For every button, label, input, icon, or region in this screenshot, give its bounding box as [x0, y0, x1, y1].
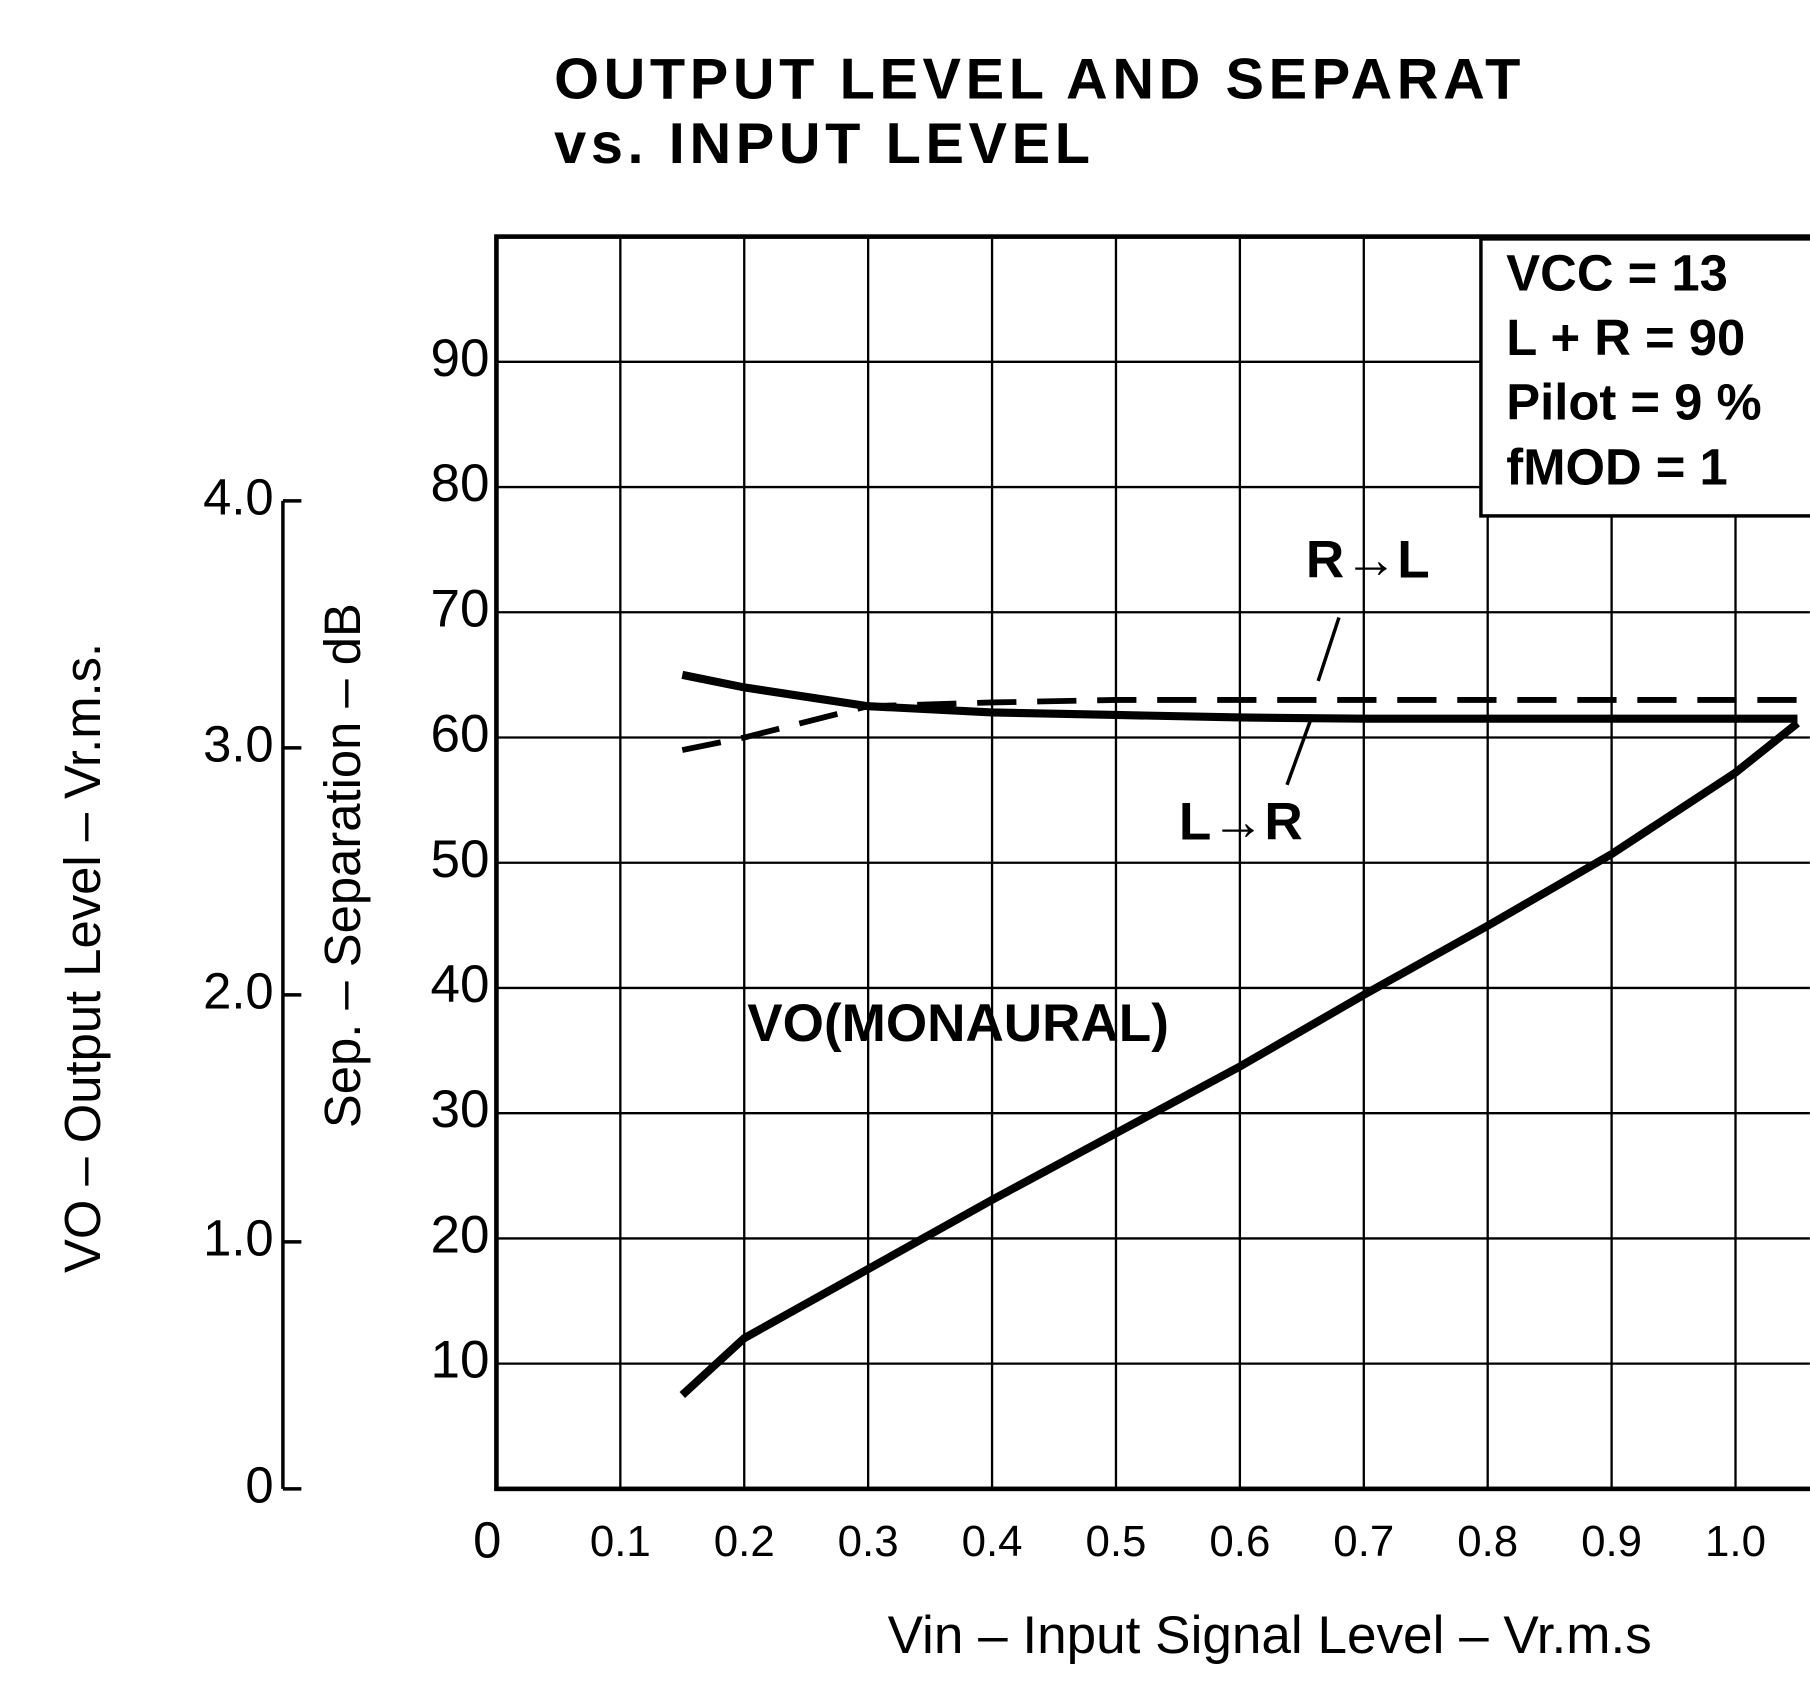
conditions-box: [1479, 237, 1810, 518]
pointer: [1316, 616, 1341, 682]
x-tick-label: 0: [473, 1512, 501, 1569]
series-label: R→L: [1306, 530, 1430, 589]
y-tick-label: 60: [430, 705, 489, 764]
y-tick-label: 80: [430, 454, 489, 513]
series-line: [679, 720, 1800, 1398]
x-tick-label: 0.7: [1333, 1517, 1394, 1566]
y-tick-label: 50: [430, 830, 489, 889]
x-tick-label: 0.2: [714, 1517, 775, 1566]
y2-tick-label: 0: [245, 1456, 273, 1513]
y-tick-label: 10: [430, 1331, 489, 1390]
y2-tick-label: 1.0: [203, 1209, 274, 1266]
condition: Pilot = 9 %: [1506, 374, 1761, 431]
x-axis-label: Vin – Input Signal Level – Vr.m.s: [888, 1606, 1652, 1665]
y2-tick-label: 4.0: [203, 468, 274, 525]
y-tick-label: 30: [430, 1080, 489, 1139]
x-tick-label: 0.6: [1209, 1517, 1270, 1566]
y-tick-label: 90: [430, 329, 489, 388]
y-tick-label: 20: [430, 1205, 489, 1264]
x-tick-label: 1.0: [1705, 1517, 1766, 1566]
y-tick-label: 40: [430, 955, 489, 1014]
condition: fMOD = 1: [1506, 438, 1727, 495]
chart-title: OUTPUT LEVEL AND SEPARAT: [554, 47, 1525, 111]
condition: VCC = 13: [1506, 244, 1728, 301]
series-line: [681, 697, 1798, 753]
y-tick-label: 70: [430, 579, 489, 638]
chart-title: vs. INPUT LEVEL: [554, 112, 1094, 176]
y2-axis-label: VO – Output Level – Vr.m.s.: [54, 643, 111, 1273]
pointer: [1285, 720, 1312, 786]
x-tick-label: 0.4: [962, 1517, 1023, 1566]
x-tick-label: 0.9: [1581, 1517, 1642, 1566]
series-label: VO(MONAURAL): [747, 994, 1169, 1053]
condition: L + R = 90: [1506, 309, 1745, 366]
x-tick-label: 0.8: [1457, 1517, 1518, 1566]
x-tick-label: 0.5: [1085, 1517, 1146, 1566]
y2-tick-label: 2.0: [203, 962, 274, 1019]
y-axis-label: Sep. – Separation – dB: [314, 603, 371, 1128]
series-label: L→R: [1179, 792, 1303, 851]
y2-tick-label: 3.0: [203, 715, 274, 772]
series-line: [681, 670, 1798, 723]
x-tick-label: 0.1: [590, 1517, 651, 1566]
x-tick-label: 0.3: [838, 1517, 899, 1566]
